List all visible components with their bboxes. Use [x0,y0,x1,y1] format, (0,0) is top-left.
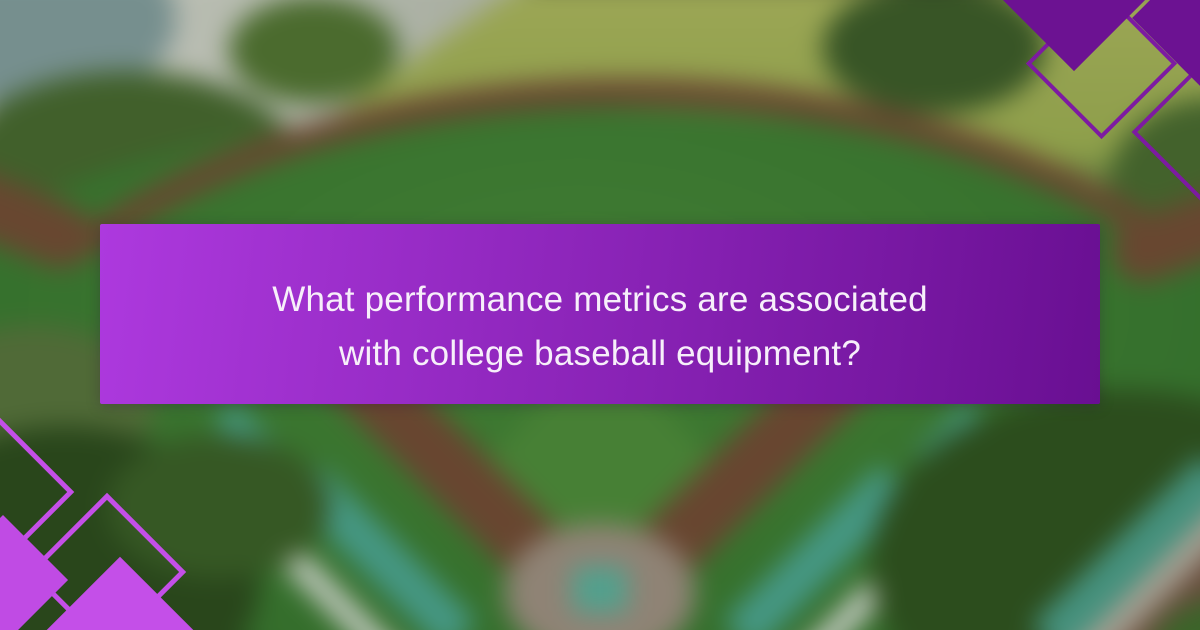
question-text-line2: with college baseball equipment? [338,334,862,373]
question-text-line1: What performance metrics are associated [272,280,928,319]
backstop [572,566,628,613]
trees-top-left-2 [229,0,399,103]
trees-bottom-left-2 [107,434,330,578]
question-banner: What performance metrics are associated … [100,224,1100,404]
tree-top-center [822,0,1046,114]
question-text: What performance metrics are associated … [272,273,928,381]
